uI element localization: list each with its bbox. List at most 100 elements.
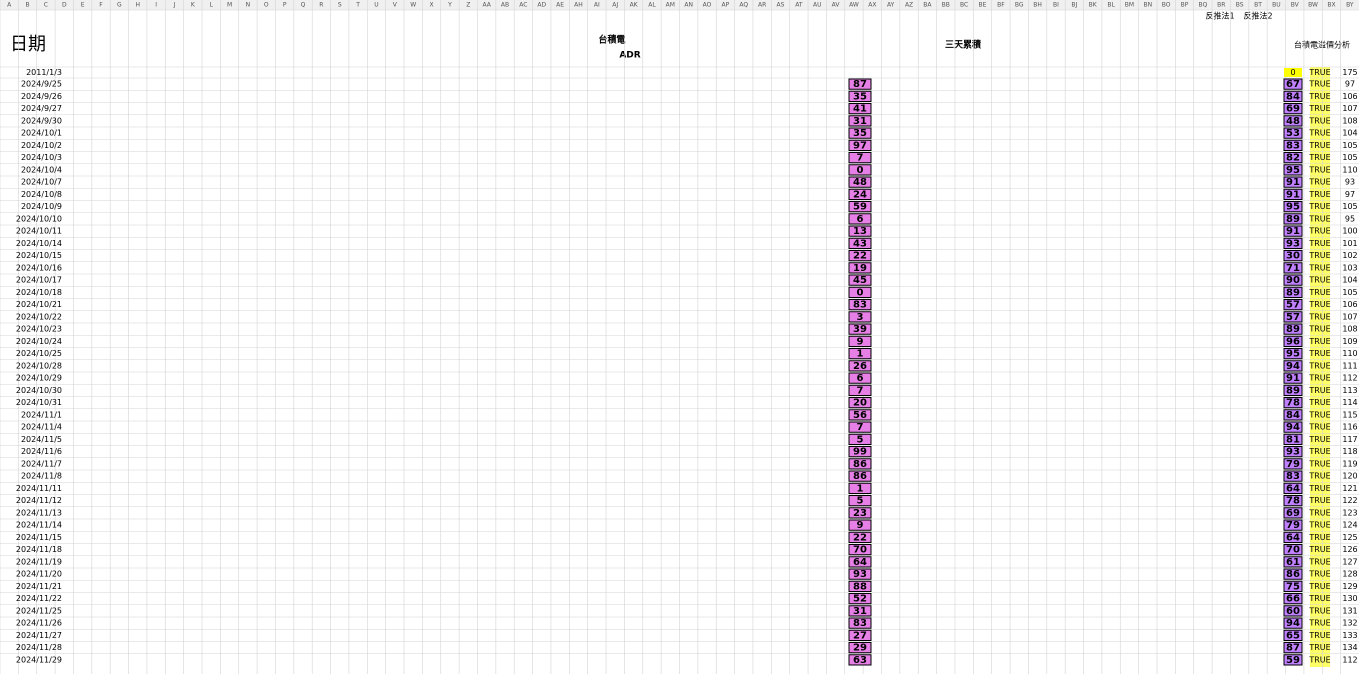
bx-cell: TRUE [1308, 533, 1330, 542]
bx-cell: TRUE [1308, 508, 1330, 517]
column-letter: AE [556, 2, 564, 9]
column-letter: AT [795, 2, 803, 9]
cell-bg [848, 201, 872, 213]
by-cell: 108 [1342, 325, 1357, 334]
by-cell: 95 [1345, 214, 1355, 223]
column-letter: BB [942, 2, 950, 9]
bw-cell: 82 [1286, 153, 1300, 164]
bc-cell: 1 [857, 483, 864, 494]
bw-cell: 66 [1286, 594, 1300, 605]
date-cell: 2024/11/13 [16, 508, 62, 517]
cell-bg [848, 629, 872, 641]
bx-cell: TRUE [1308, 165, 1330, 174]
cell-bg [848, 225, 872, 237]
bx-cell: TRUE [1308, 263, 1330, 272]
bx-cell: TRUE [1308, 361, 1330, 370]
by-cell: 132 [1342, 619, 1357, 628]
bc-cell: 24 [853, 189, 867, 200]
column-letter: AW [849, 2, 859, 9]
bw-cell: 93 [1286, 447, 1300, 458]
by-cell: 175 [1342, 68, 1357, 77]
cell-bg [848, 458, 872, 470]
by-cell: 124 [1342, 521, 1357, 530]
by-cell: 102 [1342, 251, 1357, 260]
by-cell: 115 [1342, 410, 1357, 419]
bw-cell: 83 [1286, 471, 1300, 482]
column-letter: AK [630, 2, 639, 9]
cell-bg [1283, 78, 1303, 90]
date-cell: 2024/10/23 [16, 325, 62, 334]
column-letter: BO [1162, 2, 1171, 9]
bc-cell: 5 [857, 496, 864, 507]
date-cell: 2024/11/12 [16, 496, 62, 505]
cell-bg [1283, 311, 1303, 323]
cell-bg [848, 421, 872, 433]
cell-bg [1283, 580, 1303, 592]
cell-bg [1283, 593, 1303, 605]
bw-cell: 0 [1290, 68, 1295, 77]
cell-bg [1283, 90, 1303, 102]
column-letter: AB [501, 2, 509, 9]
header-adr: ADR [619, 51, 640, 61]
by-cell: 113 [1342, 386, 1357, 395]
column-letter: T [355, 2, 360, 9]
cell-bg [848, 262, 872, 274]
bc-cell: 26 [853, 361, 867, 372]
column-letter: AO [703, 2, 712, 9]
cell-bg [1283, 323, 1303, 335]
bw-cell: 64 [1286, 532, 1300, 543]
date-cell: 2011/1/3 [26, 68, 62, 77]
cell-bg [1283, 519, 1303, 531]
cell-bg [1283, 152, 1303, 164]
bx-cell: TRUE [1308, 570, 1330, 579]
bw-cell: 89 [1286, 324, 1300, 335]
bx-cell: TRUE [1308, 312, 1330, 321]
cell-bg [1283, 201, 1303, 213]
column-letter: AA [482, 2, 491, 9]
column-letter: AX [868, 2, 876, 9]
cell-bg [1283, 531, 1303, 543]
cell-bg [848, 568, 872, 580]
column-letter: BX [1327, 2, 1335, 9]
cell-bg [1283, 629, 1303, 641]
cell-bg [1283, 556, 1303, 568]
bw-cell: 57 [1286, 300, 1300, 311]
by-cell: 131 [1342, 606, 1357, 615]
cell-bg [1283, 213, 1303, 225]
column-letter: G [117, 2, 122, 9]
column-letter: BQ [1198, 2, 1207, 9]
bx-cell: TRUE [1308, 349, 1330, 358]
date-cell: 2024/10/31 [16, 398, 62, 407]
by-cell: 123 [1342, 508, 1357, 517]
by-cell: 117 [1342, 435, 1357, 444]
bw-cell: 84 [1286, 91, 1300, 102]
bw-cell: 93 [1286, 238, 1300, 249]
by-cell: 103 [1342, 263, 1357, 272]
cell-bg [848, 311, 872, 323]
date-cell: 2024/10/3 [21, 153, 62, 162]
column-letter: BM [1125, 2, 1134, 9]
bw-cell: 83 [1286, 140, 1300, 151]
bw-cell: 59 [1286, 655, 1300, 666]
date-cell: 2024/9/26 [21, 92, 62, 101]
cell-bg [1283, 188, 1303, 200]
column-letter: W [410, 2, 416, 9]
bc-cell: 29 [853, 643, 867, 654]
bc-cell: 87 [853, 79, 867, 90]
cell-bg [1283, 495, 1303, 507]
bw-cell: 90 [1286, 275, 1300, 286]
date-cell: 2024/11/28 [16, 643, 62, 652]
cell-bg [848, 139, 872, 151]
date-cell: 2024/11/8 [21, 472, 62, 481]
column-letter: AY [887, 2, 895, 9]
cell-bg [1283, 470, 1303, 482]
column-letter: Y [447, 2, 452, 9]
bx-cell: TRUE [1308, 582, 1330, 591]
cell-bg [848, 237, 872, 249]
bc-cell: 20 [853, 398, 867, 409]
by-cell: 112 [1342, 374, 1357, 383]
column-letter: X [430, 2, 434, 9]
column-letter: BJ [1071, 2, 1077, 9]
date-cell: 2024/10/17 [16, 276, 62, 285]
by-cell: 110 [1342, 165, 1357, 174]
